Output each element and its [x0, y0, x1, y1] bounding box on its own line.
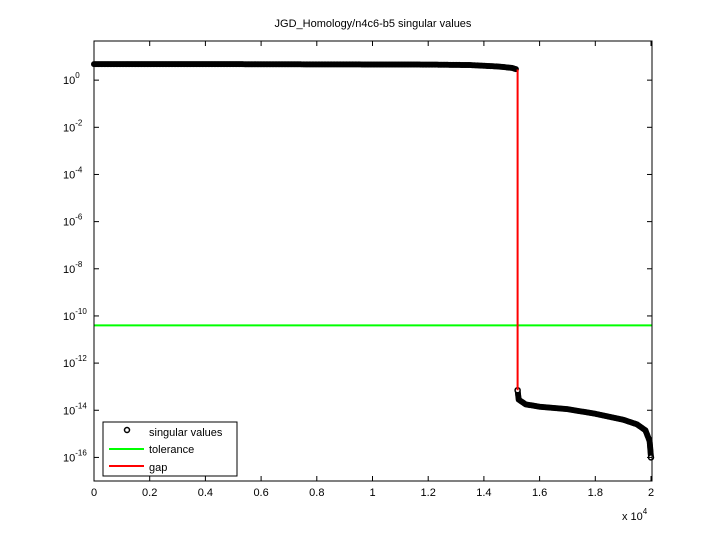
legend-label-singular-values: singular values — [149, 427, 223, 439]
x-tick-label: 1.2 — [421, 487, 436, 499]
y-tick-label: 10-2 — [63, 118, 83, 134]
singular-values-series — [92, 62, 654, 460]
y-tick-label: 10-12 — [63, 354, 87, 370]
y-tick-label: 100 — [63, 71, 80, 87]
x-tick-label: 0.4 — [198, 487, 213, 499]
chart: JGD_Homology/n4c6-b5 singular values 0 0.… — [0, 0, 720, 540]
y-tick-label: 10-8 — [63, 260, 83, 276]
axes-box — [94, 41, 652, 481]
x-tick-label: 0.6 — [253, 487, 268, 499]
x-tick-label: 1.8 — [588, 487, 603, 499]
y-tick-label: 10-6 — [63, 213, 83, 229]
y-tick-label: 10-10 — [63, 307, 87, 323]
x-tick-label: 1 — [369, 487, 375, 499]
x-tick-label: 1.6 — [532, 487, 547, 499]
legend-label-tolerance: tolerance — [149, 444, 194, 456]
y-tick-label: 10-16 — [63, 448, 87, 464]
x-tick-label: 0.2 — [142, 487, 157, 499]
figure: JGD_Homology/n4c6-b5 singular values 0 0.… — [0, 0, 720, 540]
chart-title: JGD_Homology/n4c6-b5 singular values — [275, 18, 472, 30]
x-tick-label: 1.4 — [476, 487, 491, 499]
legend: singular values tolerance gap — [103, 422, 237, 476]
legend-label-gap: gap — [149, 462, 167, 474]
y-tick-label: 10-4 — [63, 165, 83, 181]
x-tick-label: 2 — [648, 487, 654, 499]
x-tick-label: 0 — [91, 487, 97, 499]
x-tick-label: 0.8 — [309, 487, 324, 499]
y-tick-label: 10-14 — [63, 401, 87, 417]
x-multiplier: x 104 — [622, 507, 648, 523]
